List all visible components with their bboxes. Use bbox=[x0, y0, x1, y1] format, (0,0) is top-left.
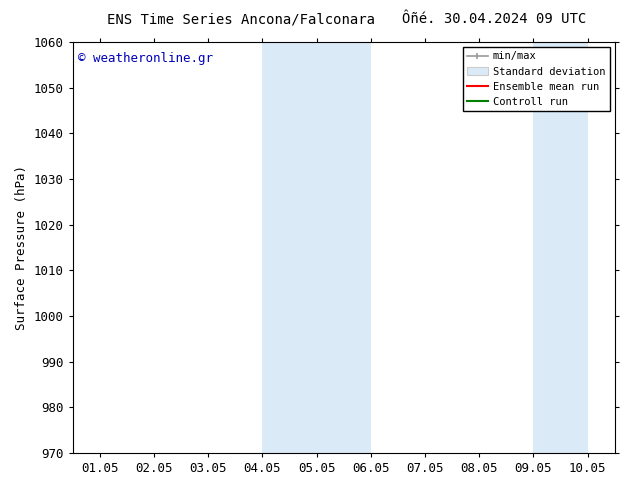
Text: ENS Time Series Ancona/Falconara: ENS Time Series Ancona/Falconara bbox=[107, 12, 375, 26]
Text: Ôñé. 30.04.2024 09 UTC: Ôñé. 30.04.2024 09 UTC bbox=[403, 12, 586, 26]
Bar bbox=[533, 42, 588, 453]
Text: © weatheronline.gr: © weatheronline.gr bbox=[78, 52, 213, 65]
Bar bbox=[262, 42, 371, 453]
Legend: min/max, Standard deviation, Ensemble mean run, Controll run: min/max, Standard deviation, Ensemble me… bbox=[463, 47, 610, 111]
Y-axis label: Surface Pressure (hPa): Surface Pressure (hPa) bbox=[15, 165, 28, 330]
